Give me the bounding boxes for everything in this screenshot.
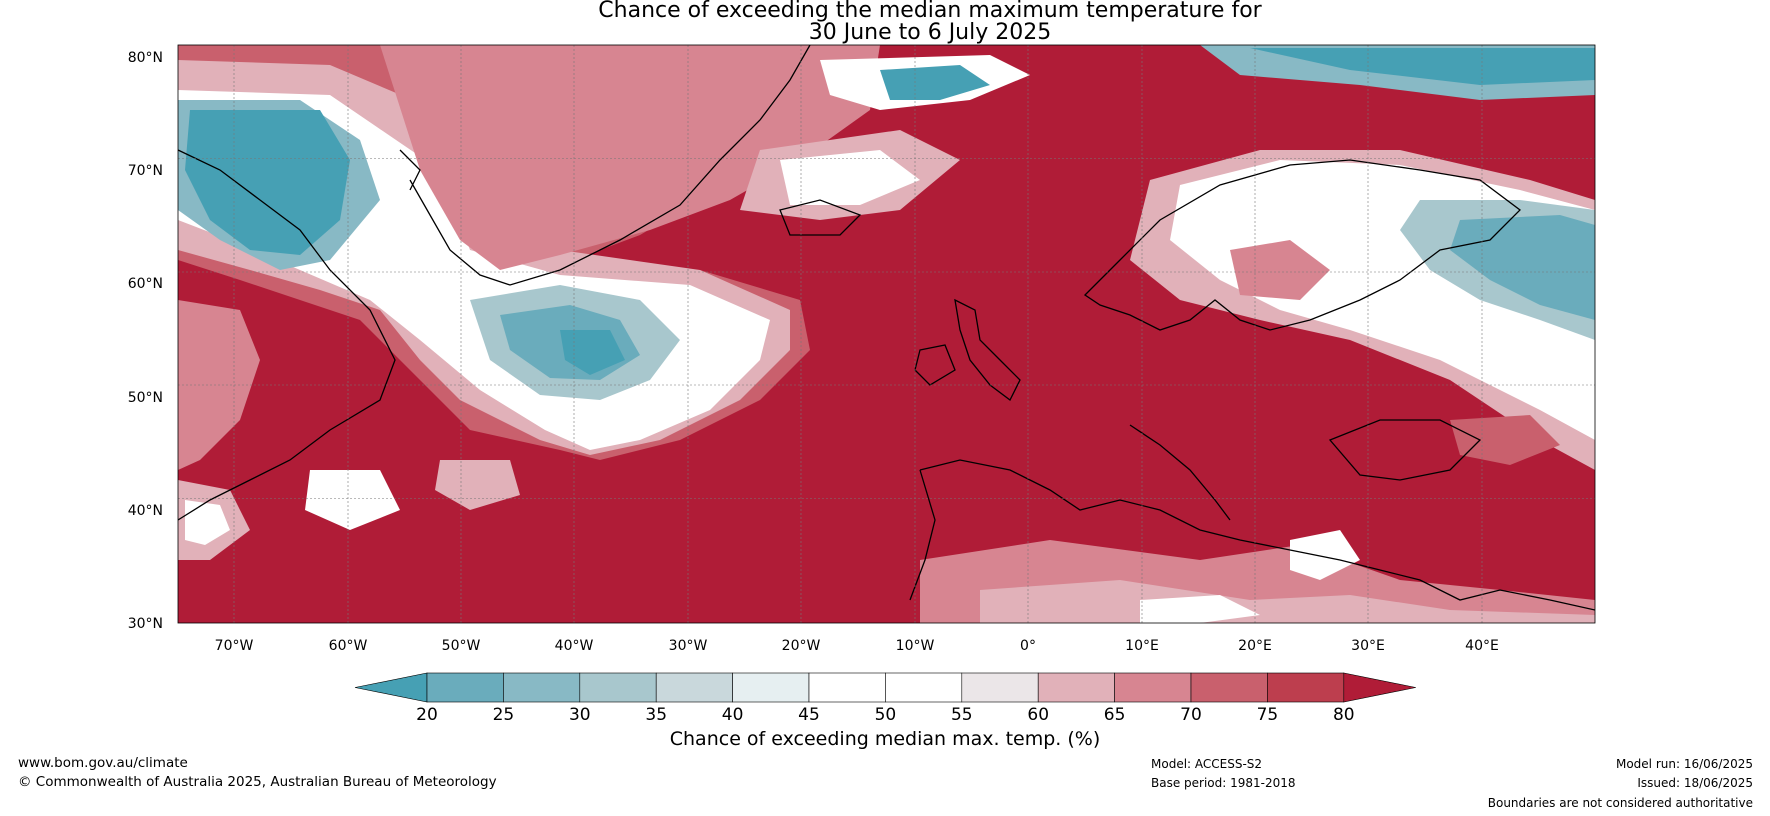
colorbar-label: Chance of exceeding median max. temp. (%… (670, 728, 1101, 750)
lon-label-40w: 40°W (555, 638, 594, 654)
website-text: www.bom.gov.au/climate (18, 755, 188, 771)
colorbar-tick-label: 75 (1257, 705, 1279, 725)
copyright-text: © Commonwealth of Australia 2025, Austra… (18, 774, 497, 790)
colorbar-segment (1190, 672, 1268, 703)
colorbar-segment (1037, 672, 1115, 703)
colorbar-tick-label: 40 (722, 705, 744, 725)
lon-label-70w: 70°W (215, 638, 254, 654)
base-period-text: Base period: 1981-2018 (1151, 776, 1296, 790)
colorbar-tick-label: 45 (798, 705, 820, 725)
colorbar-tick-label: 30 (569, 705, 591, 725)
colorbar-tick-label: 25 (493, 705, 515, 725)
lon-label-10w: 10°W (896, 638, 935, 654)
colorbar-low-extension (354, 672, 428, 703)
lat-label-80n: 80°N (128, 50, 163, 66)
colorbar-tick-label: 35 (645, 705, 667, 725)
model-run-text: Model run: 16/06/2025 (1615, 757, 1753, 771)
colorbar-segment (503, 672, 581, 703)
colorbar-segment (961, 672, 1039, 703)
lat-label-50n: 50°N (128, 390, 163, 406)
lon-label-20w: 20°W (782, 638, 821, 654)
colorbar-segment (1267, 672, 1345, 703)
colorbar-segment (579, 672, 657, 703)
lat-label-30n: 30°N (128, 616, 163, 632)
issued-text: Issued: 18/06/2025 (1637, 776, 1753, 790)
colorbar-tick-label: 70 (1180, 705, 1202, 725)
probability-field (178, 45, 1595, 623)
latitude-labels: 80°N 70°N 60°N 50°N 40°N 30°N (128, 50, 163, 632)
lat-label-40n: 40°N (128, 503, 163, 519)
lon-label-60w: 60°W (329, 638, 368, 654)
colorbar-high-extension (1343, 672, 1416, 703)
colorbar-tick-label: 65 (1104, 705, 1126, 725)
colorbar-tick-label: 55 (951, 705, 973, 725)
lon-label-30e: 30°E (1351, 638, 1385, 654)
colorbar-tick-label: 80 (1333, 705, 1355, 725)
lon-label-50w: 50°W (442, 638, 481, 654)
lat-label-70n: 70°N (128, 163, 163, 179)
colorbar-segment (808, 672, 886, 703)
colorbar-tick-label: 50 (875, 705, 897, 725)
map-title-line-1: Chance of exceeding the median maximum t… (598, 0, 1262, 23)
disclaimer-text: Boundaries are not considered authoritat… (1487, 796, 1753, 810)
model-text: Model: ACCESS-S2 (1151, 757, 1263, 771)
colorbar (354, 672, 1416, 703)
colorbar-segment (426, 672, 504, 703)
colorbar-tick-label: 20 (416, 705, 438, 725)
lat-label-60n: 60°N (128, 276, 163, 292)
lon-label-30w: 30°W (669, 638, 708, 654)
colorbar-segment (885, 672, 963, 703)
longitude-labels: 70°W 60°W 50°W 40°W 30°W 20°W 10°W 0° 10… (215, 638, 1499, 654)
lon-label-40e: 40°E (1465, 638, 1499, 654)
lon-label-0: 0° (1020, 638, 1036, 654)
map-title-line-2: 30 June to 6 July 2025 (808, 20, 1052, 45)
colorbar-segment (655, 672, 733, 703)
colorbar-tick-label: 60 (1027, 705, 1049, 725)
colorbar-tick-labels: 20 25 30 35 40 45 50 55 60 65 70 75 80 (416, 705, 1354, 725)
map-frame (177, 44, 1596, 624)
graticule (178, 45, 1595, 623)
lon-label-20e: 20°E (1238, 638, 1272, 654)
colorbar-segment (732, 672, 810, 703)
lon-label-10e: 10°E (1125, 638, 1159, 654)
colorbar-segment (1114, 672, 1192, 703)
